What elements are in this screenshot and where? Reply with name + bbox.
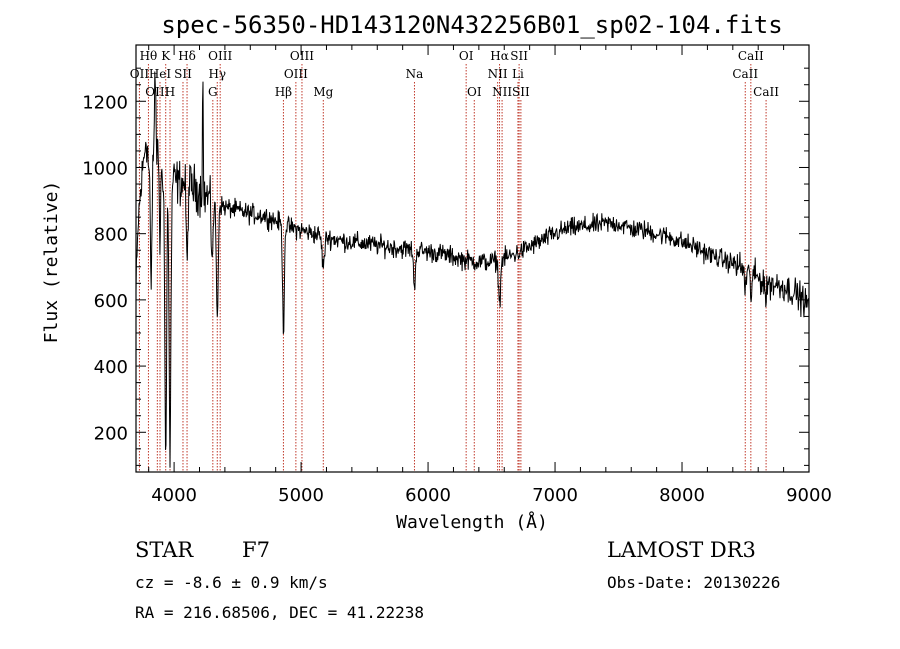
- line-marker-label: NII: [492, 85, 512, 99]
- x-tick-label: 5000: [278, 485, 324, 506]
- observation-date: Obs-Date: 20130226: [607, 573, 781, 592]
- line-marker-label: H: [165, 85, 175, 99]
- x-axis-label: Wavelength (Å): [396, 511, 548, 533]
- y-tick-label: 800: [94, 225, 128, 246]
- y-tick-label: 1000: [82, 158, 128, 179]
- line-marker-label: OIII: [290, 49, 314, 63]
- line-marker-label: Hα: [490, 49, 509, 63]
- line-marker-label: OI: [459, 49, 474, 63]
- line-marker-label: G: [208, 85, 218, 99]
- line-marker-label: CaII: [738, 49, 764, 63]
- line-marker-label: Li: [512, 67, 524, 81]
- line-marker-label: Na: [406, 67, 424, 81]
- line-marker-label: Hθ: [140, 49, 158, 63]
- line-marker-label: OIII: [145, 85, 169, 99]
- spectrum-line: [135, 71, 810, 468]
- line-marker-label: OIII: [208, 49, 232, 63]
- y-tick-label: 400: [94, 357, 128, 378]
- survey-name: LAMOST DR3: [607, 538, 756, 562]
- x-axis-ticks: 4000 5000 6000 7000 8000 9000: [148, 45, 832, 506]
- x-tick-label: 7000: [532, 485, 578, 506]
- line-marker-label: SII: [512, 85, 530, 99]
- line-marker-label: OI: [467, 85, 482, 99]
- y-tick-label: 1200: [82, 92, 128, 113]
- line-marker-label: CaII: [753, 85, 779, 99]
- line-marker-label: SII: [510, 49, 528, 63]
- chart-title: spec-56350-HD143120N432256B01_sp02-104.f…: [161, 11, 782, 39]
- line-marker-label: SII: [174, 67, 192, 81]
- line-marker-label: HeI: [149, 67, 172, 81]
- y-tick-label: 200: [94, 423, 128, 444]
- redshift-velocity: cz = -8.6 ± 0.9 km/s: [135, 573, 328, 592]
- line-marker-label: Hγ: [208, 67, 226, 81]
- x-tick-label: 6000: [405, 485, 451, 506]
- line-marker-label: Hδ: [178, 49, 196, 63]
- line-marker-label: K: [161, 49, 171, 63]
- object-class: STAR: [135, 538, 194, 562]
- object-subclass: F7: [242, 538, 270, 562]
- line-marker-label: Hβ: [275, 85, 292, 99]
- y-tick-label: 600: [94, 291, 128, 312]
- line-marker-label: Mg: [313, 85, 333, 99]
- plot-frame: [135, 44, 810, 473]
- line-marker-label: CaII: [732, 67, 758, 81]
- sky-coordinates: RA = 216.68506, DEC = 41.22238: [135, 603, 424, 622]
- x-tick-label: 8000: [659, 485, 705, 506]
- line-marker-layer: [138, 64, 767, 472]
- x-tick-label: 9000: [786, 485, 832, 506]
- line-marker-label: NII: [488, 67, 508, 81]
- x-tick-label: 4000: [151, 485, 197, 506]
- y-axis-ticks: 200 400 600 800 1000 1200: [82, 67, 809, 466]
- line-marker-label: OII: [130, 67, 150, 81]
- line-marker-label: OIII: [284, 67, 308, 81]
- y-axis-label: Flux (relative): [41, 181, 62, 344]
